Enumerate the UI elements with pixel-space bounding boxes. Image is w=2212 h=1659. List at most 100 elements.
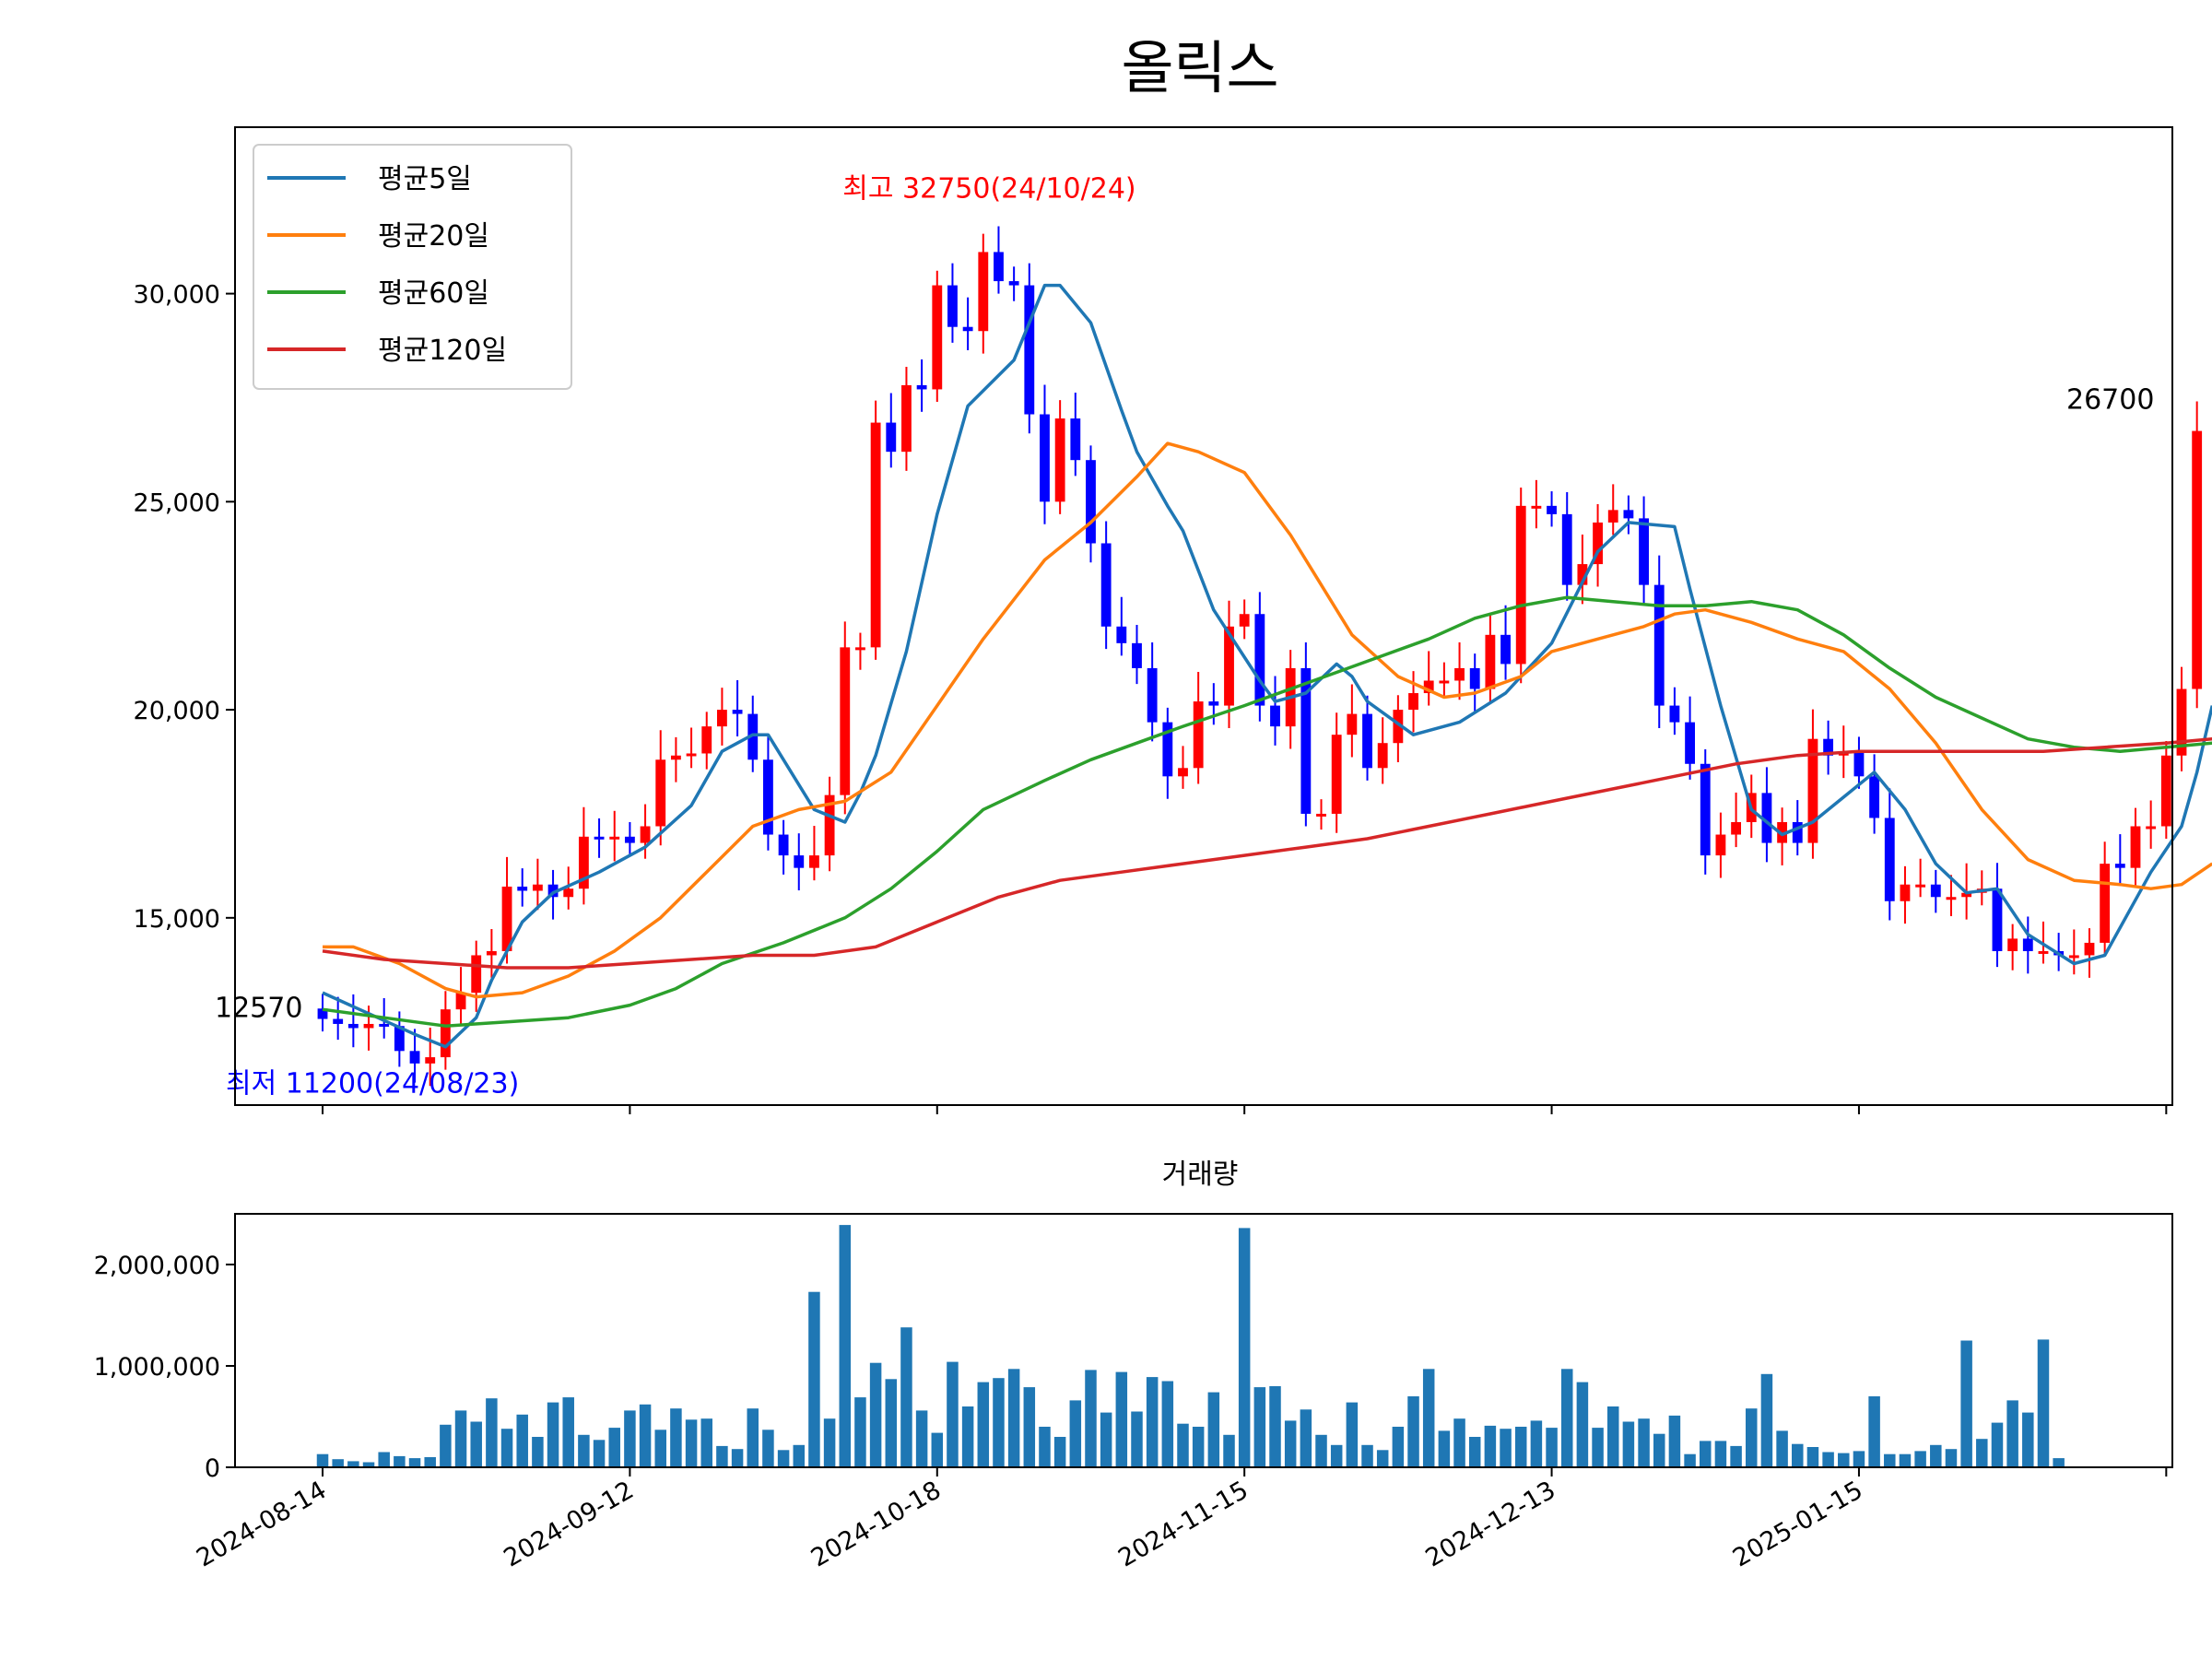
candle-body <box>1700 763 1711 856</box>
volume-bar <box>316 1453 329 1467</box>
volume-bar <box>454 1410 467 1467</box>
candle-body <box>1639 518 1649 585</box>
candle-body <box>1316 813 1326 817</box>
volume-bar <box>1468 1437 1481 1467</box>
volume-bar <box>1945 1449 1958 1467</box>
last-close-annotation: 26700 <box>2066 384 2154 417</box>
candle-body <box>1547 505 1557 514</box>
volume-bar <box>1668 1415 1681 1467</box>
candle-body <box>670 755 681 760</box>
volume-bar <box>1760 1373 1773 1467</box>
volume-y-axis: 0 1,000,000 2,000,000 <box>94 1252 235 1483</box>
candle-body <box>1454 667 1465 681</box>
candle-body <box>1193 701 1204 769</box>
volume-bar <box>1300 1409 1312 1467</box>
candle-body <box>824 794 835 856</box>
volume-bar <box>1530 1420 1543 1467</box>
volume-bar <box>1100 1412 1112 1467</box>
candle-body <box>932 285 943 390</box>
volume-bar <box>1453 1418 1465 1467</box>
volume-bar <box>1991 1422 2004 1467</box>
candle-body <box>2100 864 2111 943</box>
volume-bar <box>1407 1396 1419 1467</box>
candles-group <box>317 226 2203 1087</box>
volume-bar <box>823 1418 836 1467</box>
candle-body <box>1792 821 1803 843</box>
candle-body <box>1024 285 1035 415</box>
candle-body <box>655 759 666 827</box>
volume-bar <box>1146 1377 1159 1467</box>
legend-label: 평균60일 <box>378 277 489 310</box>
price-y-tick-label: 20,000 <box>134 697 220 725</box>
volume-bar <box>608 1428 620 1467</box>
volume-bar <box>1776 1430 1788 1467</box>
candle-body <box>886 422 897 453</box>
candle-body <box>901 384 912 453</box>
candle-body <box>594 836 605 840</box>
candle-body <box>870 422 881 648</box>
volume-bar <box>2053 1458 2065 1467</box>
candle-body <box>1685 722 1696 764</box>
volume-bar <box>2006 1400 2018 1467</box>
volume-bar <box>470 1421 482 1467</box>
candle-body <box>1731 821 1742 835</box>
volume-y-tick-label: 1,000,000 <box>94 1353 220 1382</box>
candle-body <box>394 1026 405 1052</box>
volume-bar <box>2037 1339 2050 1467</box>
candle-body <box>732 710 743 714</box>
candle-body <box>686 753 697 757</box>
volume-bar <box>1653 1433 1665 1467</box>
volume-bar <box>1514 1427 1527 1467</box>
volume-bar <box>931 1432 944 1467</box>
volume-bar <box>993 1378 1005 1467</box>
candle-body <box>1577 564 1588 585</box>
candle-body <box>716 710 727 727</box>
volume-bar <box>1053 1437 1066 1467</box>
candle-body <box>1915 884 1926 888</box>
candle-body <box>547 884 559 898</box>
volume-bar <box>440 1424 452 1467</box>
volume-bar <box>716 1445 728 1467</box>
candle-body <box>2130 826 2141 868</box>
candle-body <box>1946 897 1957 900</box>
candle-body <box>347 1023 359 1029</box>
legend-box <box>253 144 572 390</box>
candle-body <box>1054 418 1065 502</box>
candle-body <box>1900 884 1911 901</box>
volume-bar <box>961 1406 974 1467</box>
volume-bar <box>900 1327 912 1467</box>
volume-bar <box>624 1410 636 1467</box>
volume-bar <box>1960 1340 1972 1467</box>
volume-bar <box>1914 1451 1926 1467</box>
candle-body <box>778 834 789 856</box>
candle-body <box>471 955 482 994</box>
candle-body <box>1500 634 1511 665</box>
x-tick-label: 2024-10-18 <box>806 1476 946 1572</box>
volume-bar <box>562 1397 574 1467</box>
candle-body <box>747 713 759 760</box>
volume-bar <box>1838 1453 1850 1467</box>
volume-bar <box>947 1361 959 1467</box>
candle-body <box>1224 626 1234 706</box>
volume-bar <box>747 1408 759 1467</box>
price-y-tick-label: 25,000 <box>134 488 220 517</box>
volume-bar <box>1700 1441 1712 1467</box>
x-tick-label: 2024-08-14 <box>192 1476 331 1572</box>
max-annotation: 최고 32750(24/10/24) <box>842 172 1135 205</box>
volume-bars-group <box>316 1225 2065 1467</box>
x-tick-label: 2025-01-15 <box>1728 1476 1867 1572</box>
candle-body <box>1853 751 1865 777</box>
candle-body <box>1653 584 1665 706</box>
candle-body <box>317 1008 328 1019</box>
candle-body <box>1561 513 1572 585</box>
candle-body <box>1515 505 1526 665</box>
volume-bar <box>1500 1429 1512 1467</box>
legend-label: 평균120일 <box>378 335 507 367</box>
volume-bar <box>1730 1445 1742 1467</box>
candle-body <box>1162 722 1173 777</box>
volume-bar <box>1622 1421 1635 1467</box>
volume-bar <box>639 1404 652 1467</box>
volume-bar <box>2022 1412 2034 1467</box>
volume-bar <box>762 1430 774 1467</box>
min-annotation: 최저 11200(24/08/23) <box>226 1067 519 1100</box>
